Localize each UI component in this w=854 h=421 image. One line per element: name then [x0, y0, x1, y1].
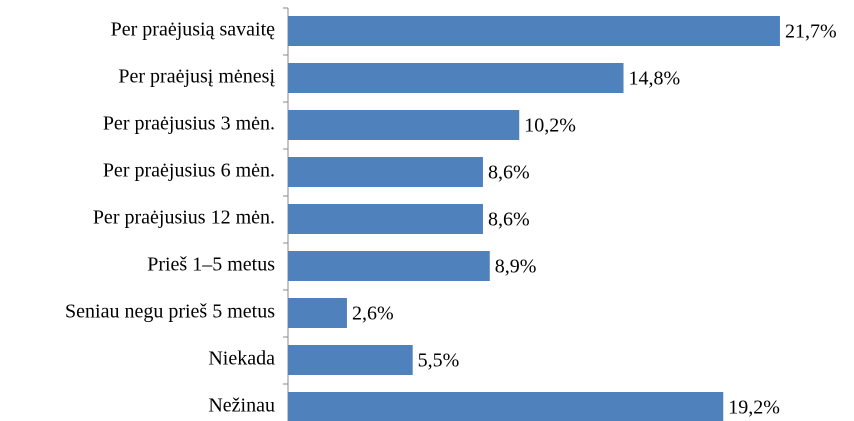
category-label: Per praėjusius 12 mėn. — [93, 207, 275, 229]
bar — [288, 251, 490, 281]
category-label: Nežinau — [208, 395, 275, 417]
category-label: Per praėjusią savaitę — [111, 19, 275, 41]
value-label: 14,8% — [629, 68, 681, 90]
bar — [288, 204, 483, 234]
value-label: 21,7% — [785, 21, 837, 43]
bar — [288, 63, 624, 93]
bar — [288, 345, 413, 375]
value-label: 8,9% — [495, 256, 537, 278]
value-label: 8,6% — [488, 162, 530, 184]
category-label: Per praėjusį mėnesį — [118, 66, 275, 88]
bar — [288, 16, 780, 46]
value-label: 5,5% — [418, 350, 460, 372]
bar — [288, 110, 520, 140]
value-label: 19,2% — [728, 397, 780, 419]
bar — [288, 392, 724, 421]
bar — [288, 298, 347, 328]
bar — [288, 157, 483, 187]
value-label: 2,6% — [352, 303, 394, 325]
category-label: Niekada — [208, 348, 275, 370]
value-label: 10,2% — [524, 115, 576, 137]
category-label: Seniau negu prieš 5 metus — [65, 301, 275, 323]
category-label: Per praėjusius 6 mėn. — [103, 160, 275, 182]
category-label: Per praėjusius 3 mėn. — [103, 113, 275, 135]
category-label: Prieš 1–5 metus — [147, 254, 275, 276]
value-label: 8,6% — [488, 209, 530, 231]
